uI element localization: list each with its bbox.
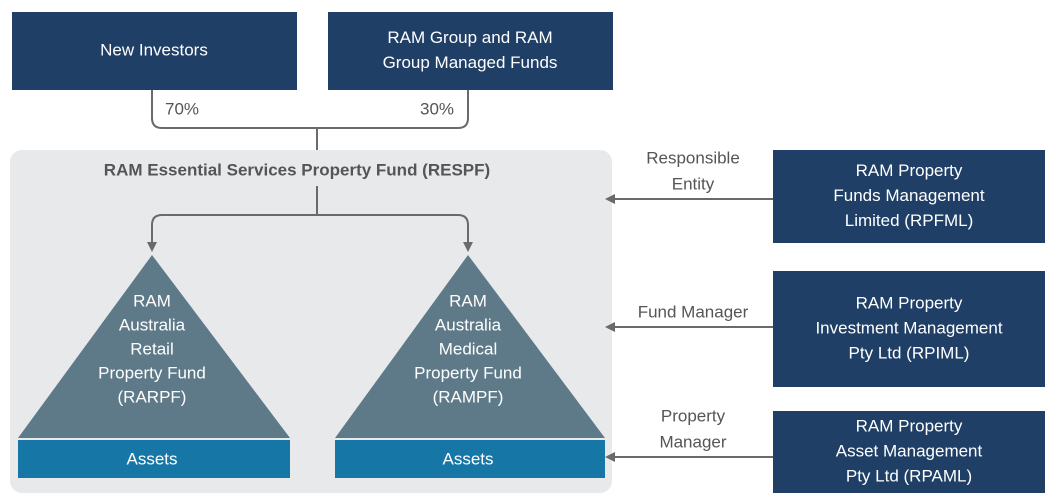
- subfund-label: Australia: [119, 315, 186, 334]
- entity-label: Pty Ltd (RPAML): [846, 466, 972, 485]
- subfund-label: Property Fund: [98, 363, 206, 382]
- share-label: 70%: [165, 99, 199, 118]
- entity-label: Funds Management: [833, 186, 984, 205]
- subfund-label: RAM: [449, 291, 487, 310]
- entity-label: Pty Ltd (RPIML): [849, 343, 970, 362]
- subfund-label: RAM: [133, 291, 171, 310]
- assets-label: Assets: [442, 449, 493, 468]
- investor-box: [328, 12, 613, 90]
- entity-label: Investment Management: [815, 318, 1002, 337]
- investor-box: [12, 12, 297, 90]
- subfund-label: Retail: [130, 339, 173, 358]
- role-label: Property: [661, 406, 726, 425]
- entity-box: [773, 411, 1045, 493]
- entity-label: RAM Property: [856, 416, 963, 435]
- assets-bar: [335, 440, 605, 478]
- entity-label: RAM Property: [856, 161, 963, 180]
- investor-connector: [151, 90, 469, 150]
- investor-label: New Investors: [100, 40, 208, 59]
- role-label: Fund Manager: [638, 302, 749, 321]
- entity-box: [773, 150, 1045, 243]
- fund-title: RAM Essential Services Property Fund (RE…: [104, 160, 490, 179]
- subfund-label: Medical: [439, 339, 498, 358]
- subfund-label: Property Fund: [414, 363, 522, 382]
- fund-connector: [151, 186, 468, 250]
- role-label: Entity: [672, 174, 715, 193]
- entity-label: Asset Management: [836, 441, 983, 460]
- investor-label: Group Managed Funds: [383, 53, 558, 72]
- subfund-label: (RARPF): [118, 387, 187, 406]
- subfund-triangle: [335, 255, 605, 438]
- role-label: Manager: [659, 432, 726, 451]
- investor-label: RAM Group and RAM: [387, 28, 552, 47]
- subfund-triangle: [18, 255, 290, 438]
- assets-label: Assets: [126, 449, 177, 468]
- entity-label: Limited (RPFML): [845, 211, 973, 230]
- role-label: Responsible: [646, 148, 740, 167]
- share-label: 30%: [420, 99, 454, 118]
- entity-label: RAM Property: [856, 293, 963, 312]
- subfund-label: Australia: [435, 315, 502, 334]
- assets-bar: [18, 440, 290, 478]
- subfund-label: (RAMPF): [433, 387, 504, 406]
- entity-box: [773, 271, 1045, 387]
